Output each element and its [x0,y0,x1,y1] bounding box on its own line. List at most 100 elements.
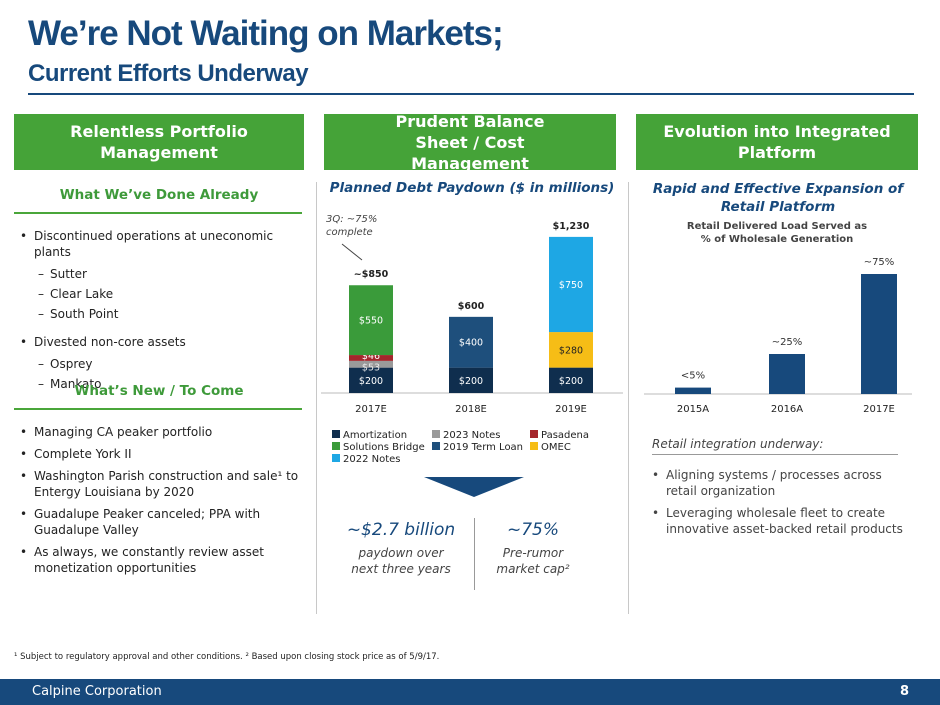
summary-market-cap: ~75% Pre-rumor market cap² [478,520,588,577]
bar-label: $200 [559,376,583,387]
summary-divider [474,518,475,590]
integration-rule [652,454,898,455]
x-tick-label: 2018E [455,404,487,415]
bar-segment-2022-notes-2019E [549,236,593,333]
bar-total-label: $600 [458,301,485,312]
bullet-item: Divested non-core assets [20,334,310,350]
legend-swatch [530,442,538,450]
bar-label: $200 [459,376,483,387]
sub-bullet-item: South Point [20,306,310,322]
footer-page-number: 8 [900,684,910,699]
bar-segment-solutions-bridge-2017E [349,285,393,356]
new-heading: What’s New / To Come [74,383,244,399]
retail-load-chart: <5% 2015A ~25% 2016A ~75% 2017E [644,257,912,415]
bar-segment-pasadena-2017E [349,355,393,361]
done-list: Discontinued operations at uneconomic pl… [20,228,310,396]
sub-bullet-item: Sutter [20,266,310,282]
legend-label: Pasadena [541,430,590,441]
down-arrow-icon [424,477,524,497]
legend-swatch [332,430,340,438]
bullet-item: As always, we constantly review asset mo… [20,544,310,576]
legend-item: Solutions Bridge [332,442,425,453]
retail-chart-heading: Rapid and Effective Expansion of Retail … [652,181,904,215]
bar-label: $400 [459,338,483,349]
footer-bar: Calpine Corporation 8 [0,679,940,705]
done-heading: What We’ve Done Already [59,187,259,203]
legend-item: 2022 Notes [332,454,401,465]
legend-swatch [332,454,340,462]
summary-paydown-value: ~$2.7 billion [346,520,456,540]
bar-label: $46 [362,351,380,362]
retail-chart-title: Retail Delivered Load Served as % of Who… [636,220,918,246]
done-rule [14,212,302,214]
x-tick-label: 2015A [677,404,709,415]
debt-paydown-chart: $200 $53$46 $550 ~$850 2017E $200 $400 $600 2018… [321,221,623,415]
legend-item: Pasadena [530,430,589,441]
summary-market-cap-line1: Pre-rumor [502,546,564,560]
retail-bar-2016A [769,354,805,394]
bar-label: $53 [362,362,380,373]
bullet-item: Washington Parish construction and sale¹… [20,468,310,500]
retail-chart-title-line1: Retail Delivered Load Served as [686,221,868,232]
retail-chart-title-line2: % of Wholesale Generation [700,234,854,245]
header-integrated-platform: Evolution into Integrated Platform [636,114,918,170]
x-tick-label: 2016A [771,404,803,415]
header-portfolio: Relentless Portfolio Management [14,114,304,170]
new-rule [14,408,302,410]
summary-paydown: ~$2.7 billion paydown over next three ye… [330,520,472,577]
legend-swatch [432,442,440,450]
slide-title: We’re Not Waiting on Markets; [28,14,504,53]
legend-label: Amortization [343,430,408,441]
x-tick-label: 2019E [555,404,587,415]
legend-label: OMEC [541,442,571,453]
retail-bar-label: ~25% [772,337,803,348]
bullet-item: Aligning systems / processes across reta… [652,467,906,499]
header-balance-sheet: Prudent Balance Sheet / Cost Management [324,112,616,173]
title-rule [28,93,914,95]
retail-bar-label: <5% [681,371,705,382]
legend-label: 2019 Term Loan [443,442,524,453]
summary-paydown-line2: next three years [351,562,451,576]
bar-total-label: $1,230 [553,221,590,232]
summary-market-cap-line2: market cap² [496,562,570,576]
footer-company: Calpine Corporation [32,684,162,699]
legend-item: 2019 Term Loan [432,442,523,453]
bar-segment-amortization-2017E [349,367,393,393]
legend-item: 2023 Notes [432,430,501,441]
retail-bar-2017E [861,274,897,394]
slide-subtitle: Current Efforts Underway [28,60,309,87]
legend-label: Solutions Bridge [343,442,425,453]
bullet-item: Managing CA peaker portfolio [20,424,310,440]
legend-label: 2023 Notes [443,430,501,441]
sub-bullet-item: Mankato [20,376,310,392]
summary-paydown-line1: paydown over [358,546,444,560]
retail-bar-2015A [675,387,711,394]
bullet-item: Discontinued operations at uneconomic pl… [20,228,310,260]
bullet-item: Complete York II [20,446,310,462]
bar-label: $200 [359,376,383,387]
debt-chart-title: Planned Debt Paydown ($ in millions) [329,180,615,196]
bar-label: $550 [359,316,383,327]
bullet-item: Guadalupe Peaker canceled; PPA with Guad… [20,506,310,538]
legend-item: Amortization [332,430,407,441]
footnote: ¹ Subject to regulatory approval and oth… [14,652,440,662]
legend-swatch [332,442,340,450]
legend-label: 2022 Notes [343,454,401,465]
legend-swatch [432,430,440,438]
integration-list: Aligning systems / processes across reta… [652,467,906,543]
bar-segment-omec-2019E [549,332,593,368]
annotation-pointer [341,243,363,261]
summary-market-cap-value: ~75% [506,520,560,540]
bar-label: $280 [559,345,583,356]
annotation-3q: 3Q: ~75% complete [326,214,378,238]
bar-segment-2023-notes-2017E [349,360,393,368]
bar-segment-2019-term-loan-2018E [449,316,493,368]
column-separator-left [316,182,317,614]
sub-bullet-item: Osprey [20,356,310,372]
bar-label: $750 [559,280,583,291]
bar-segment-amortization-2018E [449,367,493,393]
bullet-item: Leveraging wholesale fleet to create inn… [652,505,906,537]
x-tick-label: 2017E [355,404,387,415]
bar-segment-amortization-2019E [549,367,593,393]
bar-total-label: ~$850 [354,269,389,280]
